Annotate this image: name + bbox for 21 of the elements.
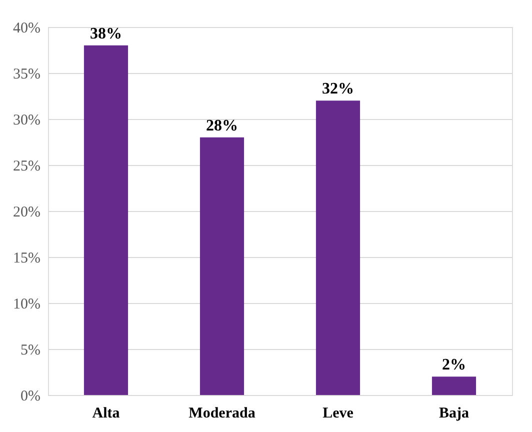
y-tick-label: 30% (13, 112, 40, 128)
data-label: 2% (442, 356, 466, 374)
x-tick-label: Moderada (188, 406, 256, 422)
bar (432, 376, 476, 395)
data-label: 32% (322, 80, 354, 98)
bar (316, 100, 360, 395)
bar (200, 137, 244, 395)
y-tick-label: 5% (20, 342, 40, 358)
bar (84, 45, 128, 395)
y-tick-label: 40% (13, 20, 40, 36)
data-label: 38% (90, 25, 122, 42)
data-label: 28% (206, 117, 238, 134)
x-tick-label: Alta (92, 406, 120, 422)
y-tick-label: 15% (13, 250, 40, 266)
x-tick-label: Baja (439, 406, 470, 422)
x-tick-label: Leve (322, 406, 354, 422)
y-tick-label: 35% (13, 66, 40, 82)
y-tick-label: 0% (20, 388, 40, 404)
y-tick-label: 25% (13, 158, 40, 174)
y-tick-label: 10% (13, 296, 40, 312)
y-tick-label: 20% (13, 204, 40, 220)
